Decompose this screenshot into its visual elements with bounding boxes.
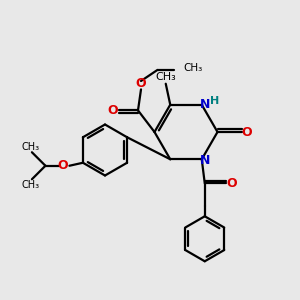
Text: O: O xyxy=(226,177,237,190)
Text: CH₃: CH₃ xyxy=(21,142,40,152)
Text: N: N xyxy=(200,154,211,167)
Text: O: O xyxy=(58,159,68,172)
Text: CH₃: CH₃ xyxy=(183,63,202,74)
Text: N: N xyxy=(200,98,211,111)
Text: O: O xyxy=(136,77,146,90)
Text: H: H xyxy=(210,96,219,106)
Text: O: O xyxy=(107,104,118,117)
Text: CH₃: CH₃ xyxy=(21,180,40,190)
Text: CH₃: CH₃ xyxy=(155,72,176,82)
Text: O: O xyxy=(242,125,252,139)
